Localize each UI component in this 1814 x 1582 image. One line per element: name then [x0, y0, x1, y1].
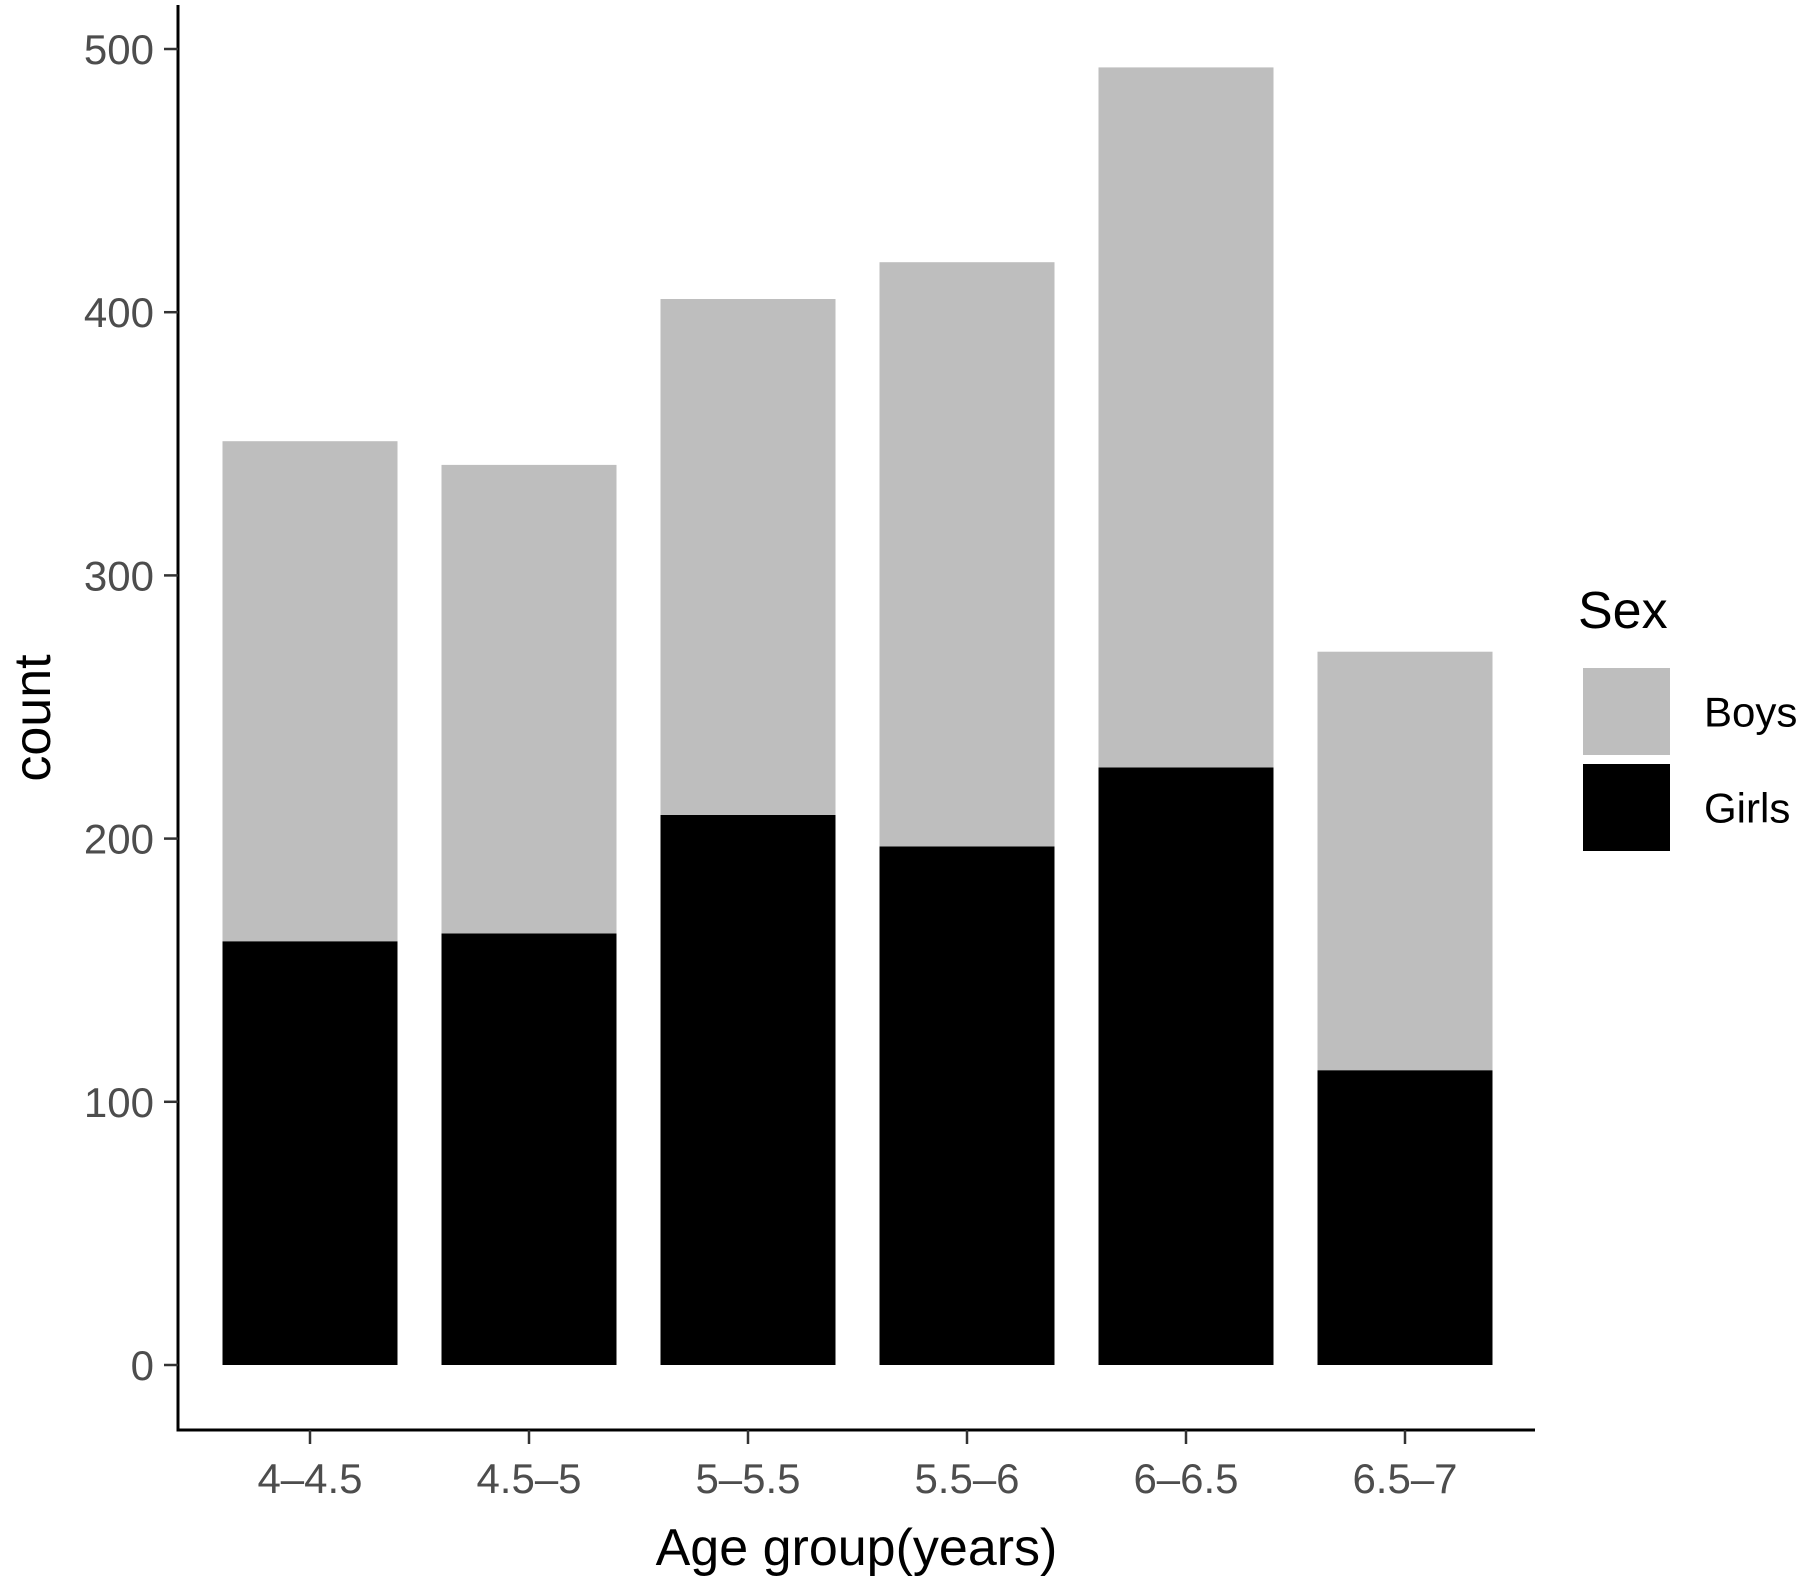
legend: Sex Boys Girls — [1578, 582, 1797, 851]
y-axis-ticks: 0 100 200 300 400 500 — [84, 26, 178, 1389]
legend-key-girls — [1583, 764, 1670, 851]
bar-boys-6 — [1317, 651, 1493, 1071]
y-tick-label: 200 — [84, 816, 154, 863]
axes-layer — [176, 5, 1535, 1432]
legend-title: Sex — [1578, 582, 1668, 640]
bar-boys-5 — [1098, 67, 1274, 768]
y-axis-title: count — [4, 654, 62, 782]
y-tick-label: 400 — [84, 289, 154, 336]
bar-girls-5 — [1098, 767, 1274, 1365]
bar-boys-3 — [660, 299, 836, 815]
bar-girls-1 — [222, 941, 398, 1365]
x-tick-label: 5.5–6 — [914, 1455, 1019, 1502]
x-tick-label: 4–4.5 — [257, 1455, 362, 1502]
bar-girls-4 — [879, 846, 1055, 1365]
x-axis-ticks: 4–4.5 4.5–5 5–5.5 5.5–6 6–6.5 6.5–7 — [257, 1430, 1458, 1502]
bar-girls-2 — [441, 933, 617, 1365]
x-axis-title: Age group(years) — [656, 1519, 1058, 1577]
legend-key-boys — [1583, 668, 1670, 755]
x-tick-label: 5–5.5 — [695, 1455, 800, 1502]
x-tick-label: 6–6.5 — [1133, 1455, 1238, 1502]
x-tick-label: 6.5–7 — [1352, 1455, 1457, 1502]
x-tick-label: 4.5–5 — [476, 1455, 581, 1502]
y-tick-label: 300 — [84, 552, 154, 599]
y-tick-label: 0 — [131, 1342, 154, 1389]
bar-boys-1 — [222, 441, 398, 942]
legend-label-boys: Boys — [1704, 689, 1797, 736]
bar-boys-2 — [441, 464, 617, 934]
bar-girls-3 — [660, 814, 836, 1365]
legend-label-girls: Girls — [1704, 785, 1790, 832]
bar-girls-6 — [1317, 1070, 1493, 1365]
y-tick-label: 500 — [84, 26, 154, 73]
bar-boys-4 — [879, 262, 1055, 847]
bars-layer — [222, 67, 1493, 1365]
y-tick-label: 100 — [84, 1079, 154, 1126]
